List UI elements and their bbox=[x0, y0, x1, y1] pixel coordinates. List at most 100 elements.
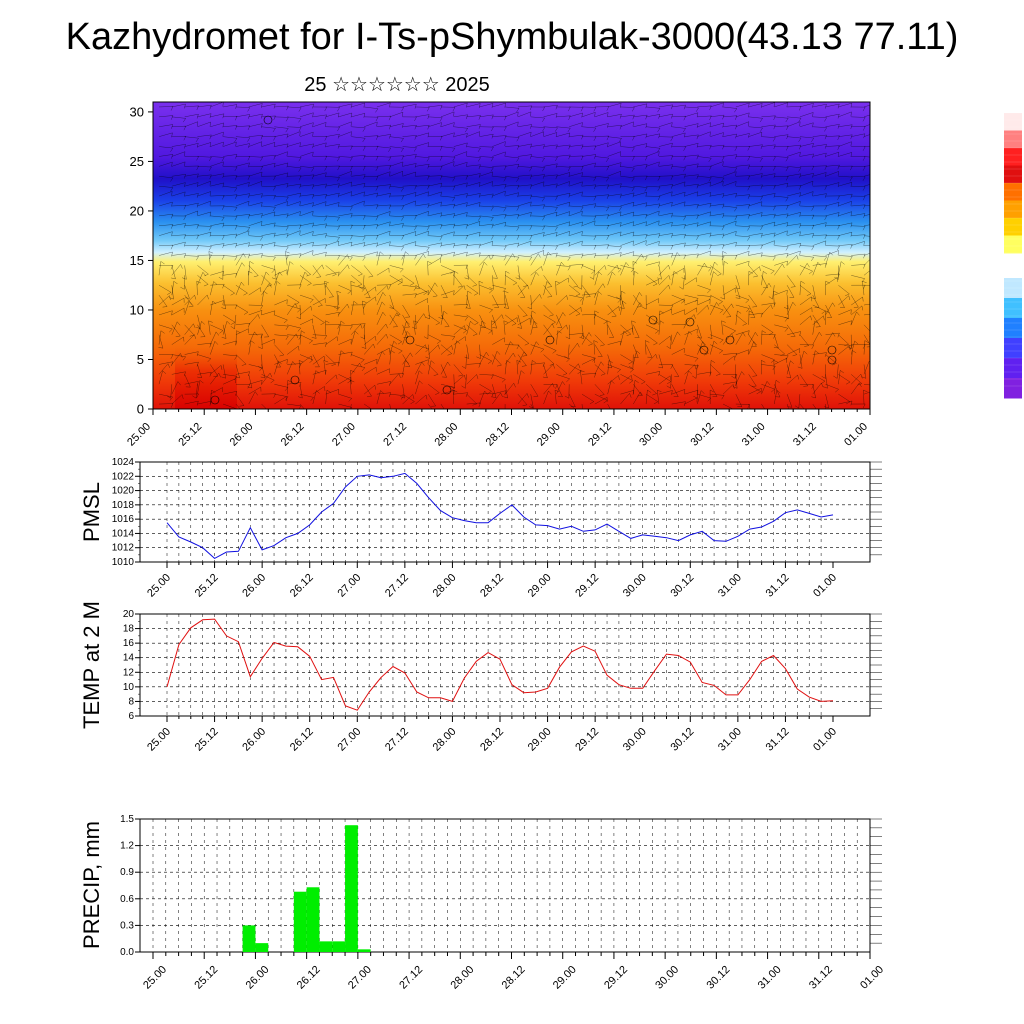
wind-barb bbox=[825, 135, 840, 137]
wind-barb-flag bbox=[464, 325, 466, 331]
wind-barb bbox=[376, 184, 391, 187]
wind-barb-flag bbox=[273, 310, 276, 316]
wind-barb-flag bbox=[505, 270, 510, 274]
wind-barb-flag bbox=[636, 350, 641, 355]
wind-barb-flag bbox=[350, 242, 353, 247]
wind-barb bbox=[658, 175, 673, 177]
wind-barb bbox=[197, 354, 211, 359]
wind-barb bbox=[646, 233, 660, 236]
wind-barb bbox=[581, 354, 596, 359]
wind-barb bbox=[171, 151, 186, 157]
wind-barb bbox=[530, 321, 535, 335]
wind-barb bbox=[645, 314, 658, 323]
wind-barb-flag bbox=[522, 355, 528, 357]
x-tick-label: 30.12 bbox=[668, 726, 696, 754]
wind-barb bbox=[158, 295, 170, 306]
precip-bar bbox=[357, 949, 371, 952]
wind-barb bbox=[492, 354, 502, 366]
wind-barb bbox=[786, 275, 796, 287]
wind-barb bbox=[671, 201, 686, 207]
wind-barb bbox=[863, 303, 870, 306]
wind-barb-flag bbox=[363, 191, 365, 197]
wind-barb-flag bbox=[812, 112, 814, 117]
wind-barb bbox=[287, 192, 301, 197]
wind-barb bbox=[184, 265, 187, 280]
wind-barb-flag bbox=[510, 341, 514, 346]
wind-barb bbox=[492, 115, 507, 118]
wind-barb bbox=[351, 354, 365, 360]
wind-barb-flag bbox=[876, 314, 878, 318]
wind-barb-flag bbox=[645, 143, 648, 148]
wind-barb-flag bbox=[581, 333, 584, 338]
wind-barb bbox=[620, 106, 635, 108]
wind-barb-flag bbox=[453, 252, 455, 257]
wind-barb bbox=[505, 176, 520, 179]
wind-barb-flag bbox=[209, 343, 212, 348]
panel-ylabel: PMSL bbox=[79, 482, 104, 542]
wind-barb bbox=[825, 171, 839, 177]
wind-barb bbox=[505, 106, 520, 109]
wind-barb bbox=[645, 275, 658, 285]
wind-barb-flag bbox=[547, 252, 552, 256]
wind-barb bbox=[761, 136, 776, 138]
wind-barb-flag bbox=[862, 296, 864, 302]
wind-barb bbox=[197, 211, 211, 217]
wind-barb bbox=[376, 230, 391, 236]
wind-barb bbox=[633, 114, 648, 118]
x-tick-label: 27.12 bbox=[383, 726, 411, 754]
wind-barb-flag bbox=[630, 369, 634, 373]
wind-barb-flag bbox=[753, 275, 758, 278]
wind-barb-flag bbox=[324, 166, 328, 171]
wind-barb-flag bbox=[653, 342, 658, 346]
wind-barb bbox=[223, 194, 238, 197]
wind-barb bbox=[735, 112, 750, 118]
wind-barb bbox=[825, 304, 832, 318]
wind-barb-flag bbox=[248, 230, 250, 236]
wind-barb bbox=[492, 255, 507, 257]
wind-barb-flag bbox=[825, 172, 827, 177]
wind-barb bbox=[748, 403, 751, 409]
wind-barb-flag bbox=[400, 187, 404, 192]
wind-barb-flag bbox=[405, 251, 409, 255]
wind-barb-flag bbox=[414, 231, 417, 237]
wind-barb-flag bbox=[206, 294, 209, 300]
wind-barb-flag bbox=[877, 122, 878, 126]
colorbar-swatch bbox=[1004, 130, 1022, 149]
wind-barb-flag bbox=[862, 176, 866, 181]
wind-barb-flag bbox=[683, 216, 686, 221]
wind-barb bbox=[428, 384, 440, 393]
wind-barb-flag bbox=[554, 226, 558, 231]
wind-barb bbox=[786, 348, 800, 355]
wind-barb bbox=[607, 264, 618, 276]
wind-barb bbox=[799, 307, 812, 316]
wind-barb bbox=[505, 192, 519, 197]
wind-barb-flag bbox=[363, 113, 366, 118]
wind-barb bbox=[556, 132, 570, 137]
wind-barb bbox=[786, 255, 797, 266]
wind-barb bbox=[748, 294, 758, 307]
wind-barb bbox=[428, 175, 443, 177]
wind-barb bbox=[195, 384, 198, 399]
wind-barb-flag bbox=[797, 366, 803, 369]
wind-barb-flag bbox=[171, 132, 173, 138]
wind-barb-flag bbox=[175, 335, 181, 337]
wind-barb bbox=[620, 192, 635, 197]
wind-barb-flag bbox=[406, 331, 411, 335]
wind-barb-flag bbox=[875, 267, 876, 271]
wind-barb-flag bbox=[489, 309, 493, 313]
wind-barb bbox=[210, 364, 219, 377]
wind-barb bbox=[556, 172, 570, 177]
wind-barb-flag bbox=[773, 290, 778, 294]
y-tick-label: 1024 bbox=[112, 457, 135, 468]
wind-barb-flag bbox=[363, 200, 365, 206]
x-tick-label: 28.12 bbox=[500, 964, 528, 992]
wind-barb bbox=[799, 102, 814, 108]
wind-barb-flag bbox=[271, 269, 276, 273]
wind-barb-flag bbox=[734, 216, 738, 221]
wind-barb-flag bbox=[397, 282, 402, 286]
wind-barb-flag bbox=[808, 271, 813, 275]
wind-barb bbox=[543, 144, 558, 147]
wind-barb-flag bbox=[581, 253, 584, 259]
wind-barb-flag bbox=[196, 256, 199, 261]
wind-barb-flag bbox=[862, 166, 866, 171]
